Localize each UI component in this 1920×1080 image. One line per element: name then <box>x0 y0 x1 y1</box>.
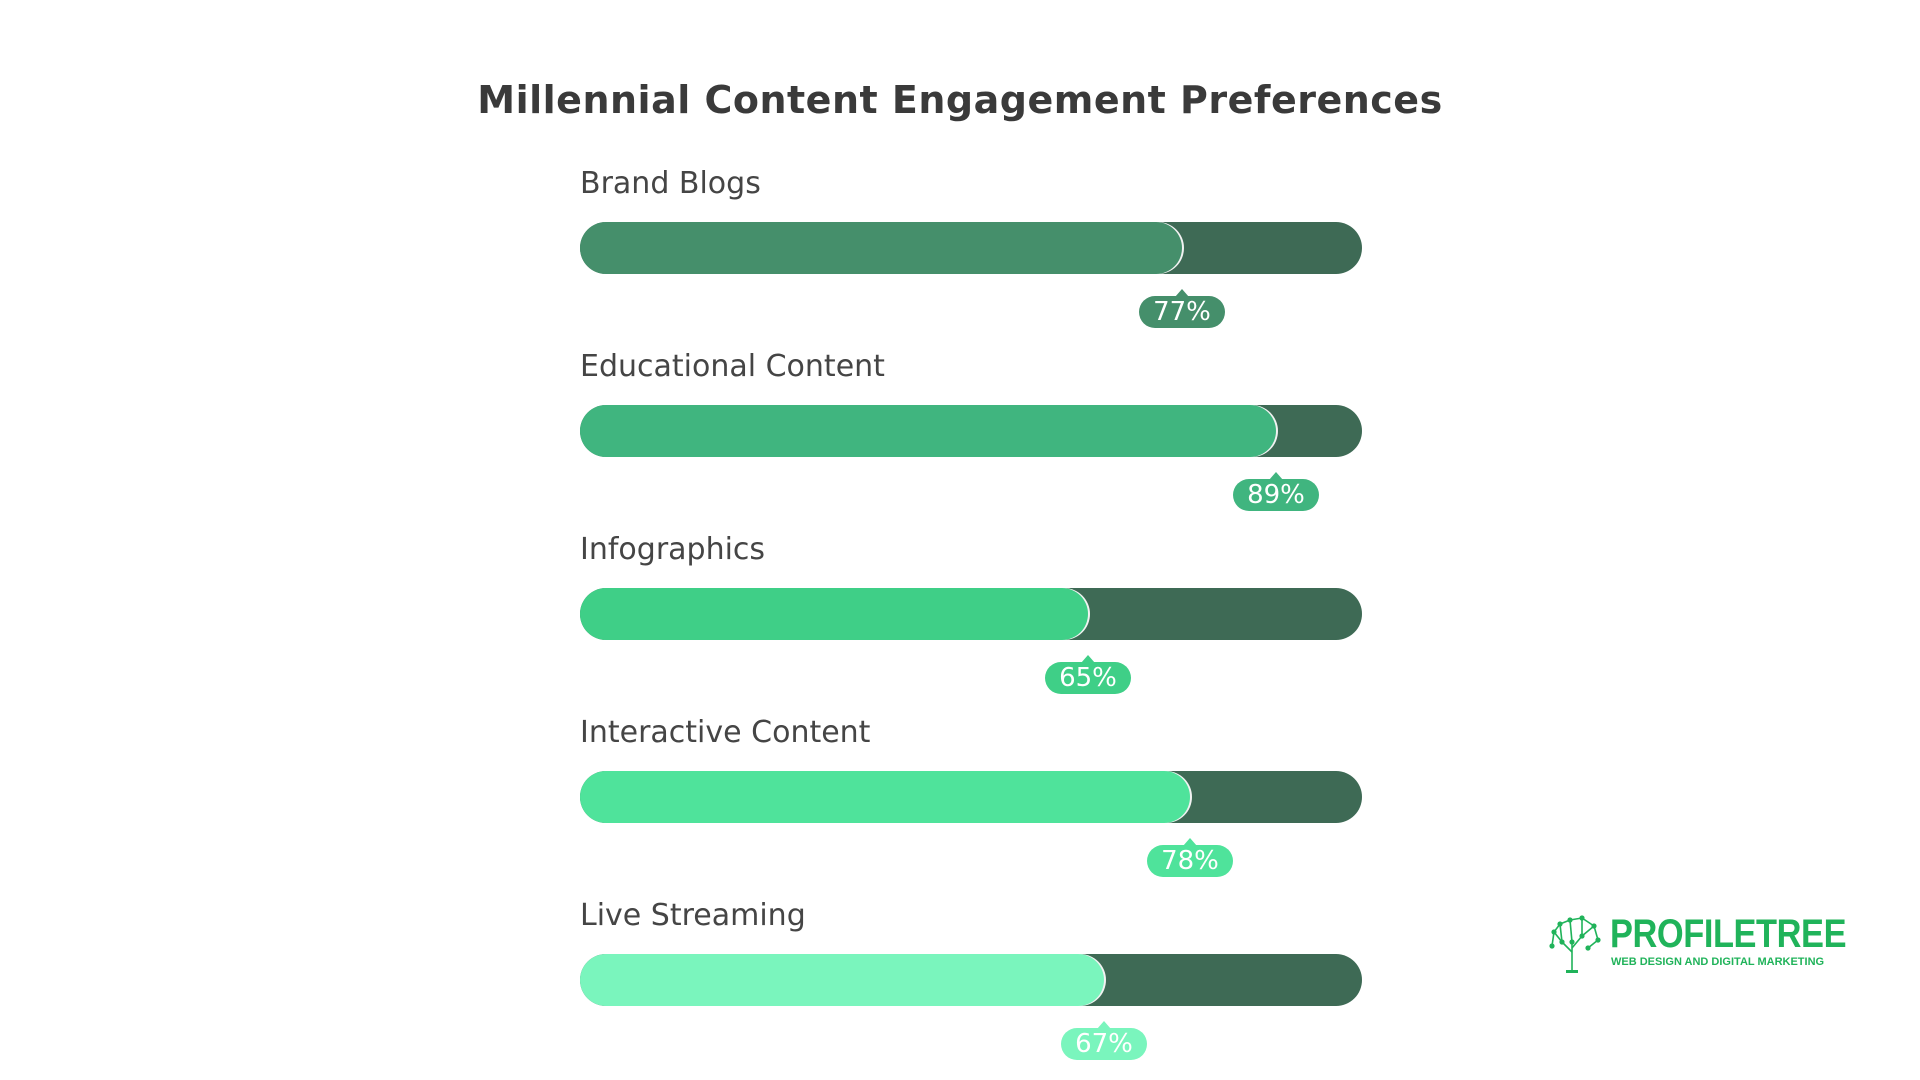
bar-fill <box>580 222 1182 274</box>
bar-fill <box>580 954 1104 1006</box>
bar-label: Brand Blogs <box>580 166 761 201</box>
bar-label: Infographics <box>580 532 766 567</box>
bar-track <box>580 588 1362 640</box>
bar-fill <box>580 405 1276 457</box>
bar-track <box>580 405 1362 457</box>
bar-label: Interactive Content <box>580 715 871 750</box>
value-label: 77% <box>1139 289 1225 328</box>
value-label: 78% <box>1147 838 1233 877</box>
bar-fill <box>580 771 1190 823</box>
bar-track <box>580 771 1362 823</box>
bar-label: Live Streaming <box>580 898 806 933</box>
value-label: 89% <box>1233 472 1319 511</box>
value-label: 67% <box>1061 1021 1147 1060</box>
logo-tagline: WEB DESIGN AND DIGITAL MARKETING <box>1611 956 1825 968</box>
value-label: 65% <box>1045 655 1131 694</box>
bar-track <box>580 954 1362 1006</box>
bar-label: Educational Content <box>580 349 885 384</box>
profiletree-logo: PROFILETREE WEB DESIGN AND DIGITAL MARKE… <box>1548 912 1847 974</box>
chart-title: Millennial Content Engagement Preference… <box>477 78 1443 122</box>
bar-fill <box>580 588 1088 640</box>
logo-wordmark: PROFILETREE <box>1610 912 1847 956</box>
tree-network-icon <box>1549 915 1601 973</box>
bar-track <box>580 222 1362 274</box>
